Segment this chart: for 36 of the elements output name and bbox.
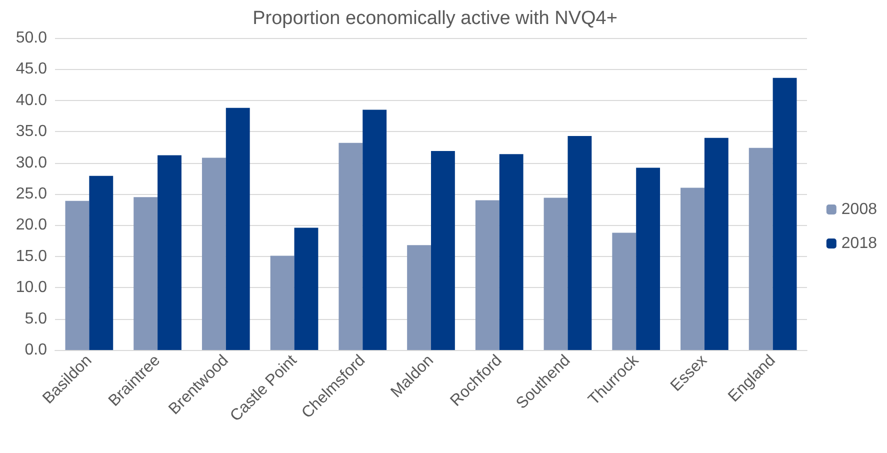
y-tick-label: 45.0 [16, 60, 48, 78]
bar [680, 188, 704, 350]
bar [475, 200, 500, 350]
legend-label: 2008 [841, 201, 878, 218]
bar [362, 110, 387, 350]
y-tick-label: 15.0 [16, 248, 48, 265]
bar [612, 232, 636, 350]
y-tick-label: 50.0 [16, 30, 48, 46]
y-tick-label: 5.0 [24, 310, 48, 328]
bar [568, 136, 592, 350]
bar [338, 142, 363, 350]
bar [270, 256, 294, 350]
bar [636, 168, 660, 350]
y-tick-label: 30.0 [16, 154, 48, 172]
bar [158, 155, 182, 350]
bar [202, 158, 226, 350]
y-tick-label: 10.0 [16, 279, 48, 296]
bar [499, 154, 524, 350]
bar [544, 198, 568, 350]
y-tick-label: 35.0 [16, 123, 48, 140]
legend-label: 2018 [841, 235, 878, 252]
chart-title: Proportion economically active with NVQ4+ [252, 8, 618, 29]
bar [704, 138, 728, 350]
bar [748, 148, 773, 350]
y-tick-label: 25.0 [16, 186, 48, 202]
y-tick-label: 20.0 [16, 216, 48, 234]
bar [294, 228, 318, 350]
bar [134, 197, 158, 350]
bar [431, 150, 455, 350]
bar [65, 200, 90, 350]
bar [407, 245, 431, 350]
y-tick-label: 40.0 [16, 92, 48, 109]
bar [772, 78, 797, 350]
bar [226, 108, 250, 350]
y-tick-label: 0.0 [24, 342, 48, 358]
bar [89, 176, 114, 350]
